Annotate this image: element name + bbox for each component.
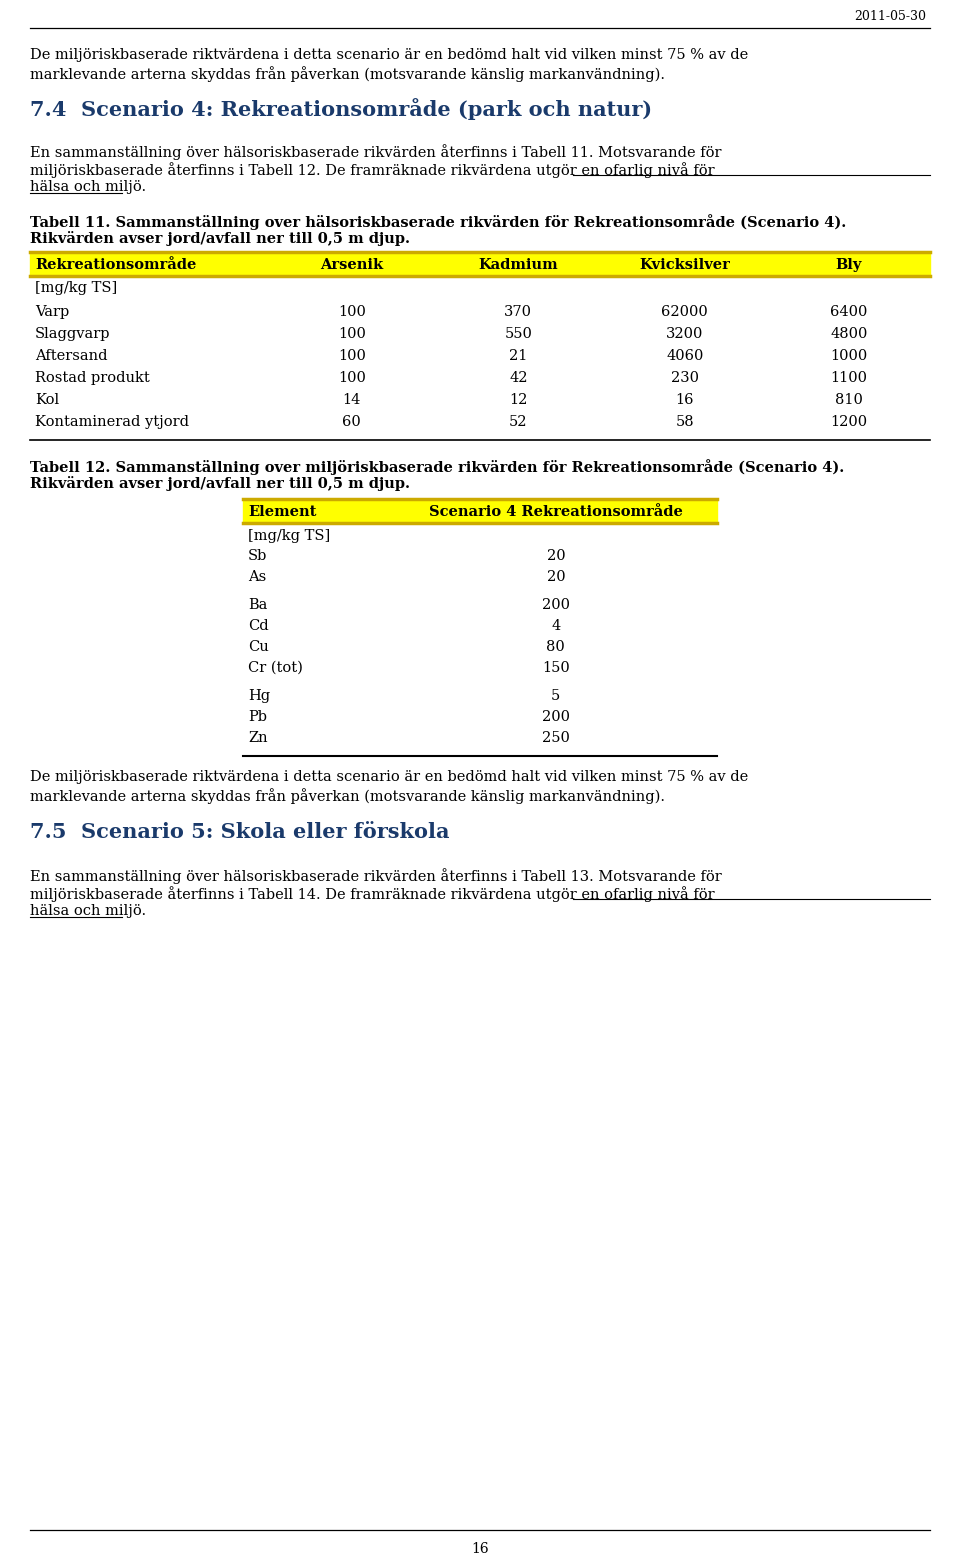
Text: Tabell 12. Sammanställning over miljöriskbaserade rikvärden för Rekreationsområd: Tabell 12. Sammanställning over miljöris… xyxy=(30,458,844,475)
Text: 100: 100 xyxy=(338,327,366,341)
Text: Rekreationsområde: Rekreationsområde xyxy=(35,257,197,271)
Text: En sammanställning över hälsoriskbaserade rikvärden återfinns i Tabell 11. Motsv: En sammanställning över hälsoriskbaserad… xyxy=(30,143,722,161)
Text: Kontaminerad ytjord: Kontaminerad ytjord xyxy=(35,415,189,429)
Text: Element: Element xyxy=(248,505,317,519)
Text: Rostad produkt: Rostad produkt xyxy=(35,371,150,385)
Text: 150: 150 xyxy=(542,661,569,675)
Text: 7.4  Scenario 4: Rekreationsområde (park och natur): 7.4 Scenario 4: Rekreationsområde (park … xyxy=(30,98,652,120)
Text: 14: 14 xyxy=(343,393,361,407)
Text: Rikvärden avser jord/avfall ner till 0,5 m djup.: Rikvärden avser jord/avfall ner till 0,5… xyxy=(30,231,410,246)
Text: 810: 810 xyxy=(835,393,863,407)
Text: miljöriskbaserade återfinns i Tabell 14. De framräknade rikvärdena utgör en ofar: miljöriskbaserade återfinns i Tabell 14.… xyxy=(30,886,714,901)
Text: Arsenik: Arsenik xyxy=(321,257,383,271)
Text: Pb: Pb xyxy=(248,709,267,723)
Text: hälsa och miljö.: hälsa och miljö. xyxy=(30,904,146,918)
Text: 16: 16 xyxy=(471,1542,489,1556)
Text: 250: 250 xyxy=(541,731,570,745)
Text: As: As xyxy=(248,571,266,585)
Text: 370: 370 xyxy=(504,306,532,320)
Text: Hg: Hg xyxy=(248,689,270,703)
Text: 20: 20 xyxy=(546,549,565,563)
Text: Cu: Cu xyxy=(248,641,269,653)
Text: 16: 16 xyxy=(676,393,694,407)
Text: Kadmium: Kadmium xyxy=(478,257,558,271)
Text: 550: 550 xyxy=(504,327,532,341)
Text: Varp: Varp xyxy=(35,306,69,320)
Text: Cd: Cd xyxy=(248,619,269,633)
Text: 42: 42 xyxy=(509,371,527,385)
Text: Scenario 4 Rekreationsområde: Scenario 4 Rekreationsområde xyxy=(429,505,683,519)
Text: 4060: 4060 xyxy=(666,349,704,363)
Text: Slaggvarp: Slaggvarp xyxy=(35,327,110,341)
Text: De miljöriskbaserade riktvärdena i detta scenario är en bedömd halt vid vilken m: De miljöriskbaserade riktvärdena i detta… xyxy=(30,48,748,62)
Text: Sb: Sb xyxy=(248,549,268,563)
Text: 100: 100 xyxy=(338,306,366,320)
Text: Rikvärden avser jord/avfall ner till 0,5 m djup.: Rikvärden avser jord/avfall ner till 0,5… xyxy=(30,475,410,491)
Text: 230: 230 xyxy=(671,371,699,385)
Text: 12: 12 xyxy=(509,393,527,407)
Text: Kvicksilver: Kvicksilver xyxy=(639,257,731,271)
Text: 62000: 62000 xyxy=(661,306,708,320)
Text: 4800: 4800 xyxy=(830,327,868,341)
Text: 4: 4 xyxy=(551,619,561,633)
Text: 200: 200 xyxy=(541,709,570,723)
Text: 1000: 1000 xyxy=(830,349,868,363)
Text: 1100: 1100 xyxy=(830,371,868,385)
Text: 100: 100 xyxy=(338,371,366,385)
Text: 52: 52 xyxy=(509,415,527,429)
Text: 6400: 6400 xyxy=(830,306,868,320)
Bar xyxy=(30,253,930,276)
Text: 1200: 1200 xyxy=(830,415,868,429)
Text: marklevande arterna skyddas från påverkan (motsvarande känslig markanvändning).: marklevande arterna skyddas från påverka… xyxy=(30,65,665,83)
Text: 80: 80 xyxy=(546,641,565,653)
Text: 7.5  Scenario 5: Skola eller förskola: 7.5 Scenario 5: Skola eller förskola xyxy=(30,822,449,842)
Text: En sammanställning över hälsoriskbaserade rikvärden återfinns i Tabell 13. Motsv: En sammanställning över hälsoriskbaserad… xyxy=(30,868,722,884)
Text: 3200: 3200 xyxy=(666,327,704,341)
Bar xyxy=(243,499,717,522)
Text: marklevande arterna skyddas från påverkan (motsvarande känslig markanvändning).: marklevande arterna skyddas från påverka… xyxy=(30,787,665,804)
Text: hälsa och miljö.: hälsa och miljö. xyxy=(30,179,146,193)
Text: [mg/kg TS]: [mg/kg TS] xyxy=(248,529,330,543)
Text: 5: 5 xyxy=(551,689,561,703)
Text: Aftersand: Aftersand xyxy=(35,349,108,363)
Text: Cr (tot): Cr (tot) xyxy=(248,661,302,675)
Text: Zn: Zn xyxy=(248,731,268,745)
Text: 20: 20 xyxy=(546,571,565,585)
Text: 2011-05-30: 2011-05-30 xyxy=(854,9,926,23)
Text: Kol: Kol xyxy=(35,393,60,407)
Text: 21: 21 xyxy=(509,349,527,363)
Text: 200: 200 xyxy=(541,599,570,613)
Text: miljöriskbaserade återfinns i Tabell 12. De framräknade rikvärdena utgör en ofar: miljöriskbaserade återfinns i Tabell 12.… xyxy=(30,162,714,178)
Text: 58: 58 xyxy=(676,415,694,429)
Text: 60: 60 xyxy=(343,415,361,429)
Text: De miljöriskbaserade riktvärdena i detta scenario är en bedömd halt vid vilken m: De miljöriskbaserade riktvärdena i detta… xyxy=(30,770,748,784)
Text: [mg/kg TS]: [mg/kg TS] xyxy=(35,281,117,295)
Text: Ba: Ba xyxy=(248,599,268,613)
Text: Tabell 11. Sammanställning over hälsoriskbaserade rikvärden för Rekreationsområd: Tabell 11. Sammanställning over hälsoris… xyxy=(30,214,847,229)
Text: Bly: Bly xyxy=(836,257,862,271)
Text: 100: 100 xyxy=(338,349,366,363)
